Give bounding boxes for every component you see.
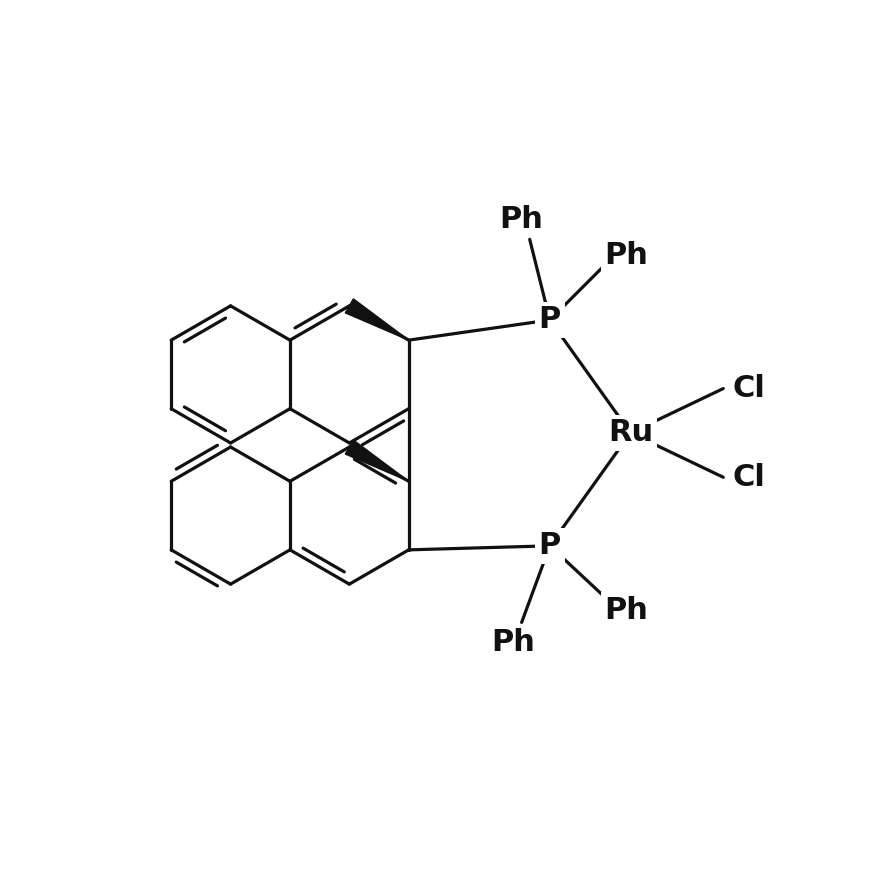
Text: P: P — [538, 531, 561, 561]
Text: P: P — [538, 305, 561, 335]
Text: Ph: Ph — [499, 205, 544, 234]
Text: Cl: Cl — [732, 374, 765, 403]
Polygon shape — [345, 440, 409, 481]
Text: Cl: Cl — [732, 463, 765, 492]
Text: Ph: Ph — [604, 241, 649, 270]
Text: Ph: Ph — [604, 595, 649, 625]
Text: Ru: Ru — [608, 418, 653, 448]
Text: Ph: Ph — [491, 628, 536, 657]
Polygon shape — [345, 299, 409, 340]
